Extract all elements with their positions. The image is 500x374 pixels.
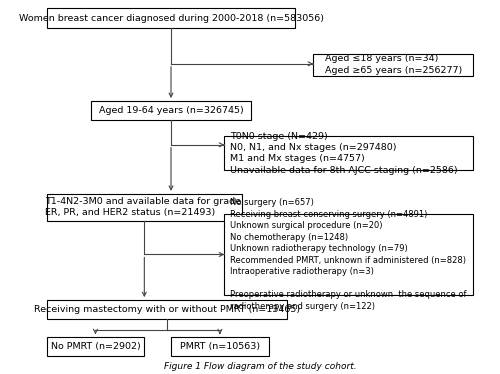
Text: No PMRT (n=2902): No PMRT (n=2902) [50, 342, 140, 351]
Text: Aged ≤18 years (n=34)
Aged ≥65 years (n=256277): Aged ≤18 years (n=34) Aged ≥65 years (n=… [324, 55, 462, 75]
Text: Aged 19-64 years (n=326745): Aged 19-64 years (n=326745) [98, 106, 244, 115]
Text: PMRT (n=10563): PMRT (n=10563) [180, 342, 260, 351]
Text: T0N0 stage (N=429)
N0, N1, and Nx stages (n=297480)
M1 and Mx stages (n=4757)
Un: T0N0 stage (N=429) N0, N1, and Nx stages… [230, 132, 458, 175]
Bar [46, 8, 296, 28]
Bar [171, 337, 269, 356]
Bar [224, 214, 474, 295]
Text: Figure 1 Flow diagram of the study cohort.: Figure 1 Flow diagram of the study cohor… [164, 362, 356, 371]
Bar [314, 54, 474, 76]
Bar [224, 137, 474, 170]
Bar [46, 194, 242, 221]
Bar [46, 337, 144, 356]
Text: T1-4N2-3M0 and available data for grade,
ER, PR, and HER2 status (n=21493): T1-4N2-3M0 and available data for grade,… [45, 197, 244, 217]
Bar [46, 300, 286, 319]
Text: Receiving mastectomy with or without PMRT (n=13465): Receiving mastectomy with or without PMR… [34, 305, 300, 314]
Text: No surgery (n=657)
Receiving breast-conserving surgery (n=4891)
Unknown surgical: No surgery (n=657) Receiving breast-cons… [230, 199, 466, 310]
Bar [91, 101, 251, 120]
Text: Women breast cancer diagnosed during 2000-2018 (n=583056): Women breast cancer diagnosed during 200… [18, 14, 324, 23]
